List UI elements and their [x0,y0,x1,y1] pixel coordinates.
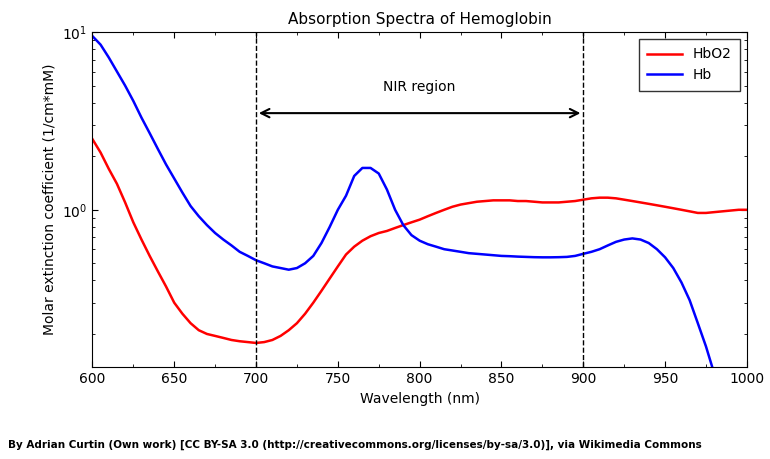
X-axis label: Wavelength (nm): Wavelength (nm) [360,392,480,406]
Hb [620,237,629,242]
Line: Hb: Hb [92,36,747,459]
Hb [571,253,580,259]
HbO2 [628,198,637,204]
Hb [88,34,97,39]
Text: NIR region: NIR region [383,80,456,94]
Line: HbO2: HbO2 [92,139,747,343]
Text: By Adrian Curtin (Own work) [CC BY-SA 3.0 (http://creativecommons.org/licenses/b: By Adrian Curtin (Own work) [CC BY-SA 3.… [8,440,701,450]
HbO2 [88,136,97,142]
Legend: HbO2, Hb: HbO2, Hb [638,39,740,91]
Hb [447,248,457,253]
Hb [677,280,686,285]
Hb [497,253,506,259]
Y-axis label: Molar extinction coefficient (1/cm*mM): Molar extinction coefficient (1/cm*mM) [42,64,57,336]
HbO2 [251,340,260,346]
HbO2 [505,198,514,203]
HbO2 [661,204,670,209]
HbO2 [579,197,588,202]
Hb [652,246,661,252]
HbO2 [456,202,465,207]
HbO2 [685,208,695,214]
HbO2 [742,207,752,213]
Title: Absorption Spectra of Hemoglobin: Absorption Spectra of Hemoglobin [288,12,551,27]
